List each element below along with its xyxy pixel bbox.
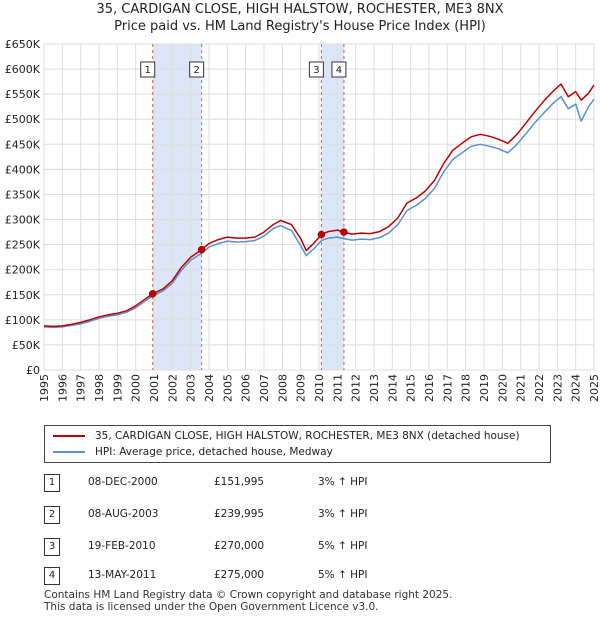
price-chart: 1 2 3 4 £0 £50K £100K £150K £200K £250K £300K £350… bbox=[5, 38, 600, 402]
y-tick-label: £250K bbox=[5, 239, 41, 252]
footer-copyright: Contains HM Land Registry data © Crown c… bbox=[44, 589, 453, 601]
transaction-price: £151,995 bbox=[214, 476, 265, 488]
x-tick-label: 2005 bbox=[221, 374, 234, 402]
legend-item-property: 35, CARDIGAN CLOSE, HIGH HALSTOW, ROCHES… bbox=[53, 428, 520, 444]
legend-swatch-property bbox=[53, 435, 85, 437]
x-tick-label: 2017 bbox=[441, 374, 454, 402]
transaction-date: 13-MAY-2011 bbox=[88, 569, 157, 581]
y-tick-label: £200K bbox=[5, 264, 41, 277]
sale-marker-label: 1 bbox=[145, 65, 151, 76]
transaction-number: 3 bbox=[44, 538, 60, 556]
transaction-date: 19-FEB-2010 bbox=[88, 540, 156, 552]
x-tick-label: 2018 bbox=[460, 374, 473, 402]
transaction-hpi-diff: 3% ↑ HPI bbox=[318, 476, 368, 488]
x-tick-label: 1996 bbox=[56, 374, 69, 402]
sale-marker-box bbox=[331, 61, 347, 78]
sale-period-band bbox=[152, 44, 202, 370]
footer: Contains HM Land Registry data © Crown c… bbox=[44, 589, 452, 613]
x-tick-label: 2014 bbox=[386, 374, 399, 402]
sale-marker-label: 4 bbox=[336, 65, 342, 76]
transaction-date: 08-AUG-2003 bbox=[88, 508, 159, 520]
x-tick-label: 1999 bbox=[111, 374, 124, 402]
y-tick-label: £350K bbox=[5, 188, 41, 201]
y-tick-label: £600K bbox=[5, 63, 41, 76]
transaction-hpi-diff: 5% ↑ HPI bbox=[318, 540, 368, 552]
transaction-hpi-diff: 3% ↑ HPI bbox=[318, 508, 368, 520]
x-tick-label: 2003 bbox=[185, 374, 198, 402]
sale-point bbox=[148, 290, 157, 298]
y-tick-label: £100K bbox=[5, 314, 41, 327]
x-tick-label: 1995 bbox=[38, 374, 51, 402]
transaction-date: 08-DEC-2000 bbox=[88, 476, 158, 488]
x-tick-label: 2021 bbox=[515, 374, 528, 402]
x-tick-label: 2016 bbox=[423, 374, 436, 402]
x-tick-label: 2015 bbox=[405, 374, 418, 402]
x-tick-label: 2000 bbox=[130, 374, 143, 402]
sale-point bbox=[197, 245, 206, 254]
transaction-number: 1 bbox=[44, 474, 60, 492]
transaction-price: £239,995 bbox=[214, 508, 265, 520]
x-tick-label: 2007 bbox=[258, 374, 271, 402]
legend-label-property: 35, CARDIGAN CLOSE, HIGH HALSTOW, ROCHES… bbox=[95, 430, 520, 442]
y-tick-label: £50K bbox=[12, 339, 41, 352]
legend-swatch-hpi bbox=[53, 451, 85, 453]
chart-title: 35, CARDIGAN CLOSE, HIGH HALSTOW, ROCHES… bbox=[96, 2, 504, 17]
transaction-number: 4 bbox=[44, 567, 60, 585]
x-tick-label: 2020 bbox=[496, 374, 509, 402]
y-tick-label: £300K bbox=[5, 214, 41, 227]
y-tick-label: £150K bbox=[5, 289, 41, 302]
y-tick-label: £400K bbox=[5, 163, 41, 176]
sale-period-band bbox=[321, 44, 344, 370]
legend-label-hpi: HPI: Average price, detached house, Medw… bbox=[95, 446, 333, 458]
x-tick-label: 2004 bbox=[203, 374, 216, 402]
x-tick-label: 2002 bbox=[166, 374, 179, 402]
x-tick-label: 2010 bbox=[313, 374, 326, 402]
hpi-line bbox=[43, 95, 595, 329]
x-tick-label: 2019 bbox=[478, 374, 491, 402]
x-tick-label: 2001 bbox=[148, 374, 161, 402]
y-tick-label: £650K bbox=[5, 38, 41, 51]
sale-marker-box bbox=[308, 61, 324, 78]
chart-subtitle: Price paid vs. HM Land Registry's House … bbox=[114, 19, 486, 34]
x-tick-label: 2011 bbox=[331, 374, 344, 402]
sale-point bbox=[340, 228, 348, 236]
sale-marker-label: 3 bbox=[313, 65, 319, 76]
y-tick-label: £0 bbox=[26, 364, 40, 377]
x-tick-label: 2006 bbox=[240, 374, 253, 402]
x-tick-label: 2024 bbox=[570, 374, 583, 402]
x-tick-label: 2009 bbox=[295, 374, 308, 402]
x-tick-label: 2008 bbox=[276, 374, 289, 402]
transaction-price: £275,000 bbox=[214, 569, 265, 581]
y-tick-label: £550K bbox=[5, 88, 41, 101]
x-tick-label: 2013 bbox=[368, 374, 381, 402]
legend-item-hpi: HPI: Average price, detached house, Medw… bbox=[53, 444, 333, 460]
x-tick-label: 1998 bbox=[93, 374, 106, 402]
y-tick-label: £500K bbox=[5, 113, 41, 126]
legend: 35, CARDIGAN CLOSE, HIGH HALSTOW, ROCHES… bbox=[44, 425, 551, 463]
sale-marker-box bbox=[140, 61, 156, 78]
x-tick-label: 2012 bbox=[350, 374, 363, 402]
x-tick-label: 2023 bbox=[551, 374, 564, 402]
sale-point bbox=[317, 230, 326, 239]
transaction-hpi-diff: 5% ↑ HPI bbox=[318, 569, 368, 581]
x-tick-label: 2025 bbox=[588, 374, 600, 402]
x-tick-label: 1997 bbox=[75, 374, 88, 402]
footer-licence: This data is licensed under the Open Gov… bbox=[44, 601, 379, 613]
transaction-number: 2 bbox=[44, 506, 60, 524]
transaction-price: £270,000 bbox=[214, 540, 265, 552]
x-tick-label: 2022 bbox=[533, 374, 546, 402]
sale-marker-label: 2 bbox=[193, 65, 199, 76]
sale-marker-box bbox=[189, 61, 205, 78]
y-tick-label: £450K bbox=[5, 138, 41, 151]
